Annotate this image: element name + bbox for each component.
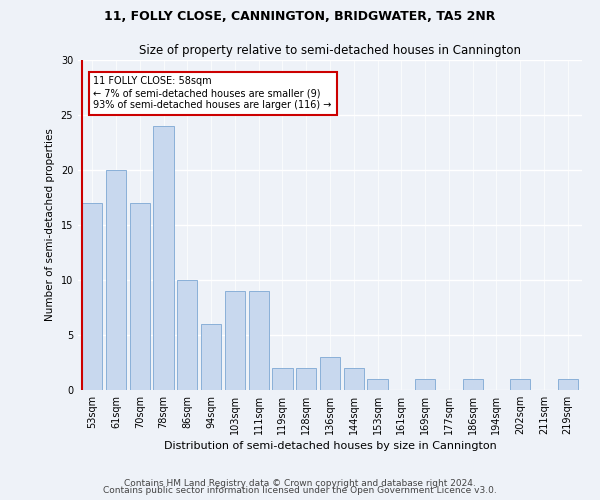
Bar bbox=[177, 280, 197, 390]
Bar bbox=[320, 357, 340, 390]
Bar bbox=[272, 368, 293, 390]
Bar bbox=[82, 203, 103, 390]
Bar bbox=[367, 379, 388, 390]
Bar bbox=[344, 368, 364, 390]
Bar bbox=[130, 203, 150, 390]
Bar bbox=[463, 379, 483, 390]
Text: 11 FOLLY CLOSE: 58sqm
← 7% of semi-detached houses are smaller (9)
93% of semi-d: 11 FOLLY CLOSE: 58sqm ← 7% of semi-detac… bbox=[94, 76, 332, 110]
Bar bbox=[106, 170, 126, 390]
Title: Size of property relative to semi-detached houses in Cannington: Size of property relative to semi-detach… bbox=[139, 44, 521, 58]
Bar bbox=[201, 324, 221, 390]
Bar bbox=[296, 368, 316, 390]
Bar bbox=[415, 379, 435, 390]
Y-axis label: Number of semi-detached properties: Number of semi-detached properties bbox=[45, 128, 55, 322]
Text: 11, FOLLY CLOSE, CANNINGTON, BRIDGWATER, TA5 2NR: 11, FOLLY CLOSE, CANNINGTON, BRIDGWATER,… bbox=[104, 10, 496, 23]
Bar bbox=[154, 126, 173, 390]
Bar bbox=[248, 291, 269, 390]
Text: Contains HM Land Registry data © Crown copyright and database right 2024.: Contains HM Land Registry data © Crown c… bbox=[124, 478, 476, 488]
Bar bbox=[510, 379, 530, 390]
Text: Contains public sector information licensed under the Open Government Licence v3: Contains public sector information licen… bbox=[103, 486, 497, 495]
X-axis label: Distribution of semi-detached houses by size in Cannington: Distribution of semi-detached houses by … bbox=[164, 441, 496, 451]
Bar bbox=[225, 291, 245, 390]
Bar bbox=[557, 379, 578, 390]
